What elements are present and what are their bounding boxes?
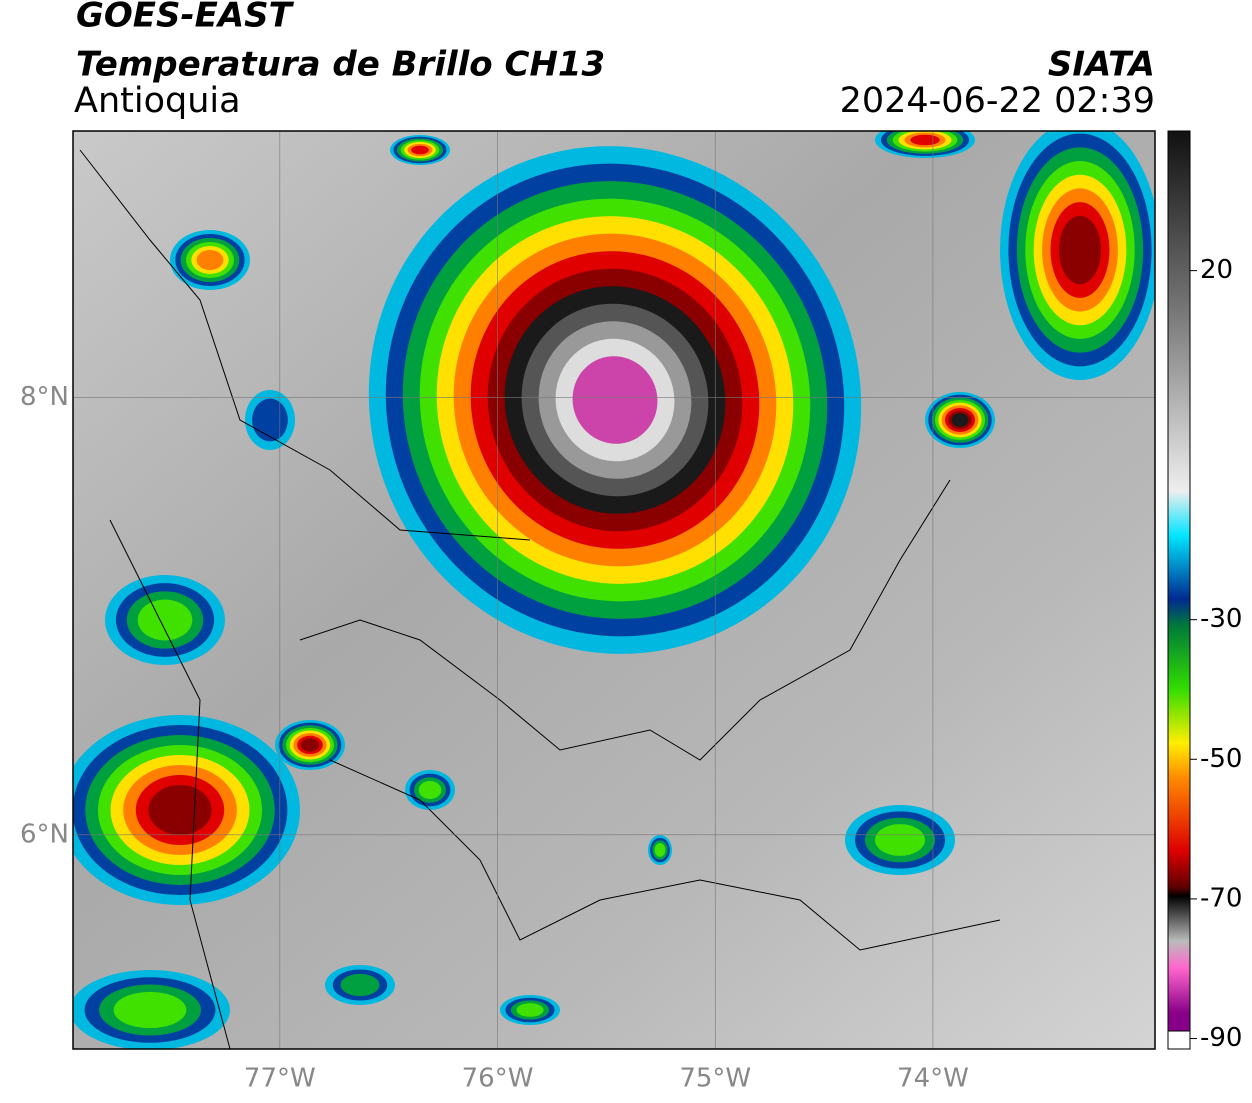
cloud-band <box>113 991 187 1029</box>
region: Antioquia <box>74 81 241 121</box>
subtitle: Temperatura de Brillo CH13 <box>76 45 605 85</box>
cloud-band <box>137 599 193 641</box>
cloud-band <box>951 413 969 427</box>
colorbar-extension <box>1167 1030 1191 1050</box>
x-tick-label: 77°W <box>244 1064 316 1094</box>
x-tick-label: 75°W <box>679 1064 751 1094</box>
colorbar-frame <box>1167 130 1191 1050</box>
cloud-band <box>875 824 925 856</box>
coastline <box>79 149 531 1049</box>
title: GOES-EAST <box>76 0 295 36</box>
cloud-band <box>196 250 224 270</box>
cloud-band <box>1058 215 1102 285</box>
colorbar-tick-label: -90 <box>1200 1023 1242 1053</box>
cloud-band <box>411 145 429 155</box>
cloud-band <box>340 973 380 997</box>
colorbar <box>1168 131 1190 1031</box>
admin-border <box>299 479 1001 951</box>
cloud-band <box>148 785 212 835</box>
cloud-band <box>516 1003 544 1017</box>
source: SIATA <box>1048 45 1155 85</box>
colorbar-tick-label: 20 <box>1200 255 1233 285</box>
colorbar-tick-label: -50 <box>1200 744 1242 774</box>
cloud-band <box>418 780 442 800</box>
colorbar-tick-label: -30 <box>1200 604 1242 634</box>
cloud-band <box>910 134 940 146</box>
timestamp: 2024-06-22 02:39 <box>840 81 1155 121</box>
colorbar-tick-label: -70 <box>1200 883 1242 913</box>
x-tick-label: 76°W <box>462 1064 534 1094</box>
cloud-band <box>572 356 658 444</box>
cloud-band <box>252 398 288 442</box>
y-tick-label: 6°N <box>20 819 69 849</box>
map-frame <box>72 130 1156 1050</box>
cloud-band <box>300 738 320 752</box>
y-tick-label: 8°N <box>20 382 69 412</box>
map <box>73 131 1155 1049</box>
x-tick-label: 74°W <box>897 1064 969 1094</box>
cloud-band <box>654 843 666 857</box>
